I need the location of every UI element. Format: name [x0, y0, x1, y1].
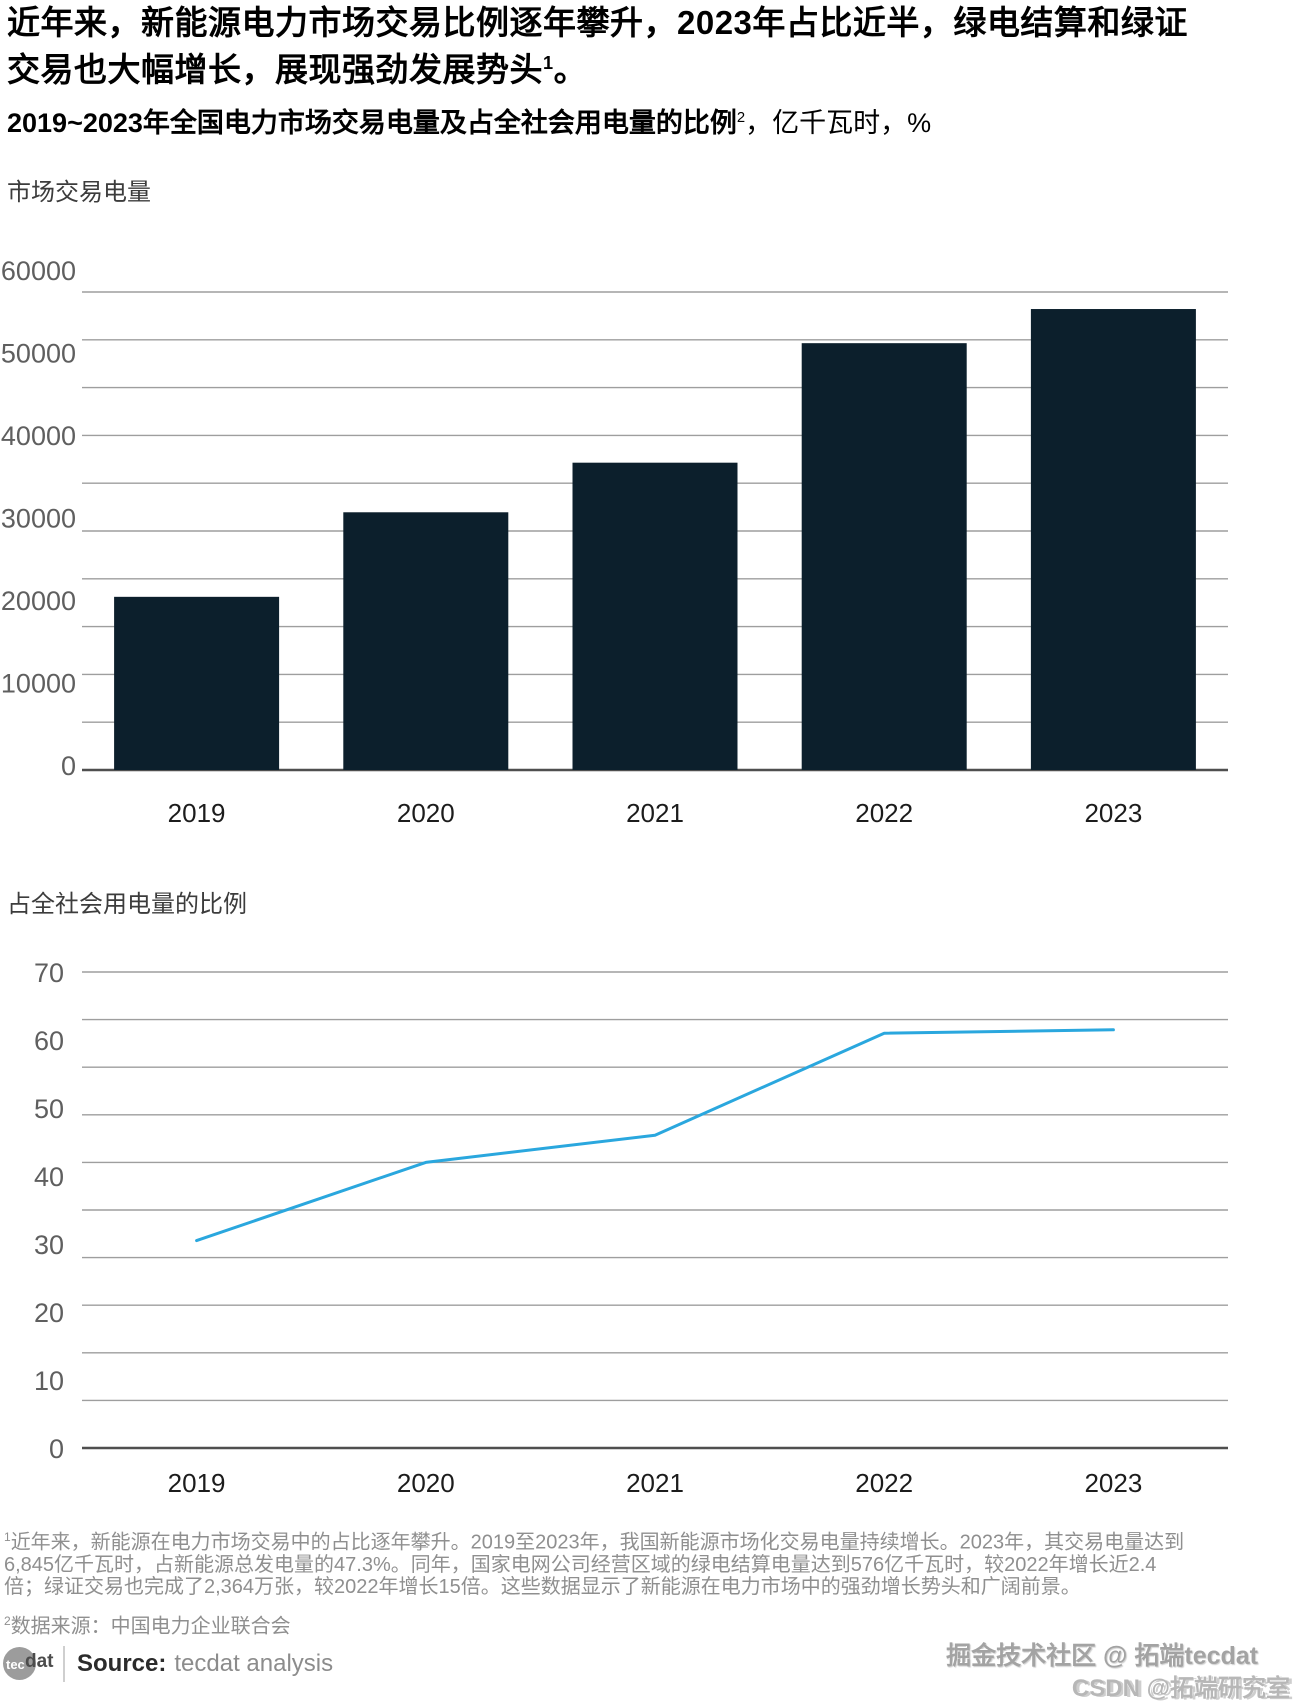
y-tick-label: 60000	[1, 256, 76, 286]
footnote-1-text: 近年来，新能源在电力市场交易中的占比逐年攀升。2019至2023年，我国新能源市…	[4, 1531, 1185, 1598]
watermark-csdn: CSDN @拓端研究室	[1071, 1675, 1290, 1702]
footnote-1: 1近年来，新能源在电力市场交易中的占比逐年攀升。2019至2023年，我国新能源…	[4, 1526, 1189, 1598]
x-tick-label: 2022	[855, 798, 913, 828]
tecdat-logo-tec: tec	[6, 1657, 25, 1672]
x-tick-label: 2023	[1084, 1468, 1142, 1498]
subtitle-units: ，亿千瓦时，%	[745, 108, 932, 138]
y-tick-label: 30000	[1, 504, 76, 534]
x-tick-label: 2020	[397, 1468, 455, 1498]
footnotes: 1近年来，新能源在电力市场交易中的占比逐年攀升。2019至2023年，我国新能源…	[4, 1526, 1189, 1637]
bar-2021	[572, 462, 738, 770]
subtitle-bold: 2019~2023年全国电力市场交易电量及占全社会用电量的比例	[7, 108, 737, 138]
y-tick-label: 10	[34, 1366, 64, 1396]
x-tick-label: 2020	[397, 798, 455, 828]
footnote-2: 2数据来源：中国电力企业联合会	[4, 1610, 1189, 1638]
bar-chart-title: 市场交易电量	[7, 179, 151, 206]
bar-2020	[343, 512, 509, 770]
y-tick-label: 20	[34, 1298, 64, 1328]
y-tick-label: 50	[34, 1094, 64, 1124]
page-title-text: 近年来，新能源电力市场交易比例逐年攀升，2023年占比近半，绿电结算和绿证交易也…	[7, 4, 1188, 88]
footnote-2-text: 数据来源：中国电力企业联合会	[10, 1615, 291, 1638]
exhibit-subtitle: 2019~2023年全国电力市场交易电量及占全社会用电量的比例2，亿千瓦时，%	[7, 101, 1247, 140]
y-tick-label: 10000	[1, 669, 76, 699]
line-chart-title: 占全社会用电量的比例	[7, 891, 247, 918]
x-tick-label: 2021	[626, 1468, 684, 1498]
subtitle-footnote-marker: 2	[736, 110, 746, 126]
y-tick-label: 20000	[1, 586, 76, 616]
y-tick-label: 0	[61, 751, 76, 781]
y-tick-label: 30	[34, 1230, 64, 1260]
footnote-1-marker: 1	[4, 1530, 11, 1544]
bar-2023	[1030, 309, 1196, 770]
page-title: 近年来，新能源电力市场交易比例逐年攀升，2023年占比近半，绿电结算和绿证交易也…	[7, 2, 1193, 90]
tecdat-logo-circle	[3, 1647, 36, 1680]
source-divider	[63, 1646, 65, 1682]
line-chart-group: 70 60 50 40 30 20 10 0 2019 2020 2021 2022 2023	[34, 958, 1228, 1498]
x-tick-label: 2023	[1084, 798, 1142, 828]
x-tick-label: 2021	[626, 798, 684, 828]
tecdat-logo-dat: dat	[25, 1651, 54, 1672]
source-row: tec dat Source: tecdat analysis	[3, 1644, 333, 1684]
y-tick-label: 60	[34, 1026, 64, 1056]
source-label: Source:	[77, 1650, 167, 1677]
footnote-2-marker: 2	[4, 1613, 11, 1628]
bar-chart-group: 60000 50000 40000 30000 20000 10000 0 2019 2020 2…	[1, 256, 1228, 828]
page-title-tail: 。	[553, 51, 588, 88]
title-footnote-marker: 1	[543, 53, 554, 73]
y-tick-label: 40	[34, 1162, 64, 1192]
watermark-juejin-tecdat: 掘金技术社区 @ 拓端tecdat	[946, 1642, 1258, 1670]
x-tick-label: 2019	[168, 1468, 226, 1498]
y-tick-label: 50000	[1, 339, 76, 369]
y-tick-label: 40000	[1, 421, 76, 451]
trend-line	[195, 1028, 1115, 1243]
source-value: tecdat analysis	[174, 1650, 334, 1677]
y-tick-label: 70	[34, 958, 64, 988]
y-tick-label: 0	[49, 1434, 64, 1464]
x-tick-label: 2022	[855, 1468, 913, 1498]
x-tick-label: 2019	[168, 798, 226, 828]
bar-2022	[801, 343, 967, 770]
bar-2019	[114, 596, 280, 770]
tecdat-logo: tec dat	[3, 1646, 61, 1682]
